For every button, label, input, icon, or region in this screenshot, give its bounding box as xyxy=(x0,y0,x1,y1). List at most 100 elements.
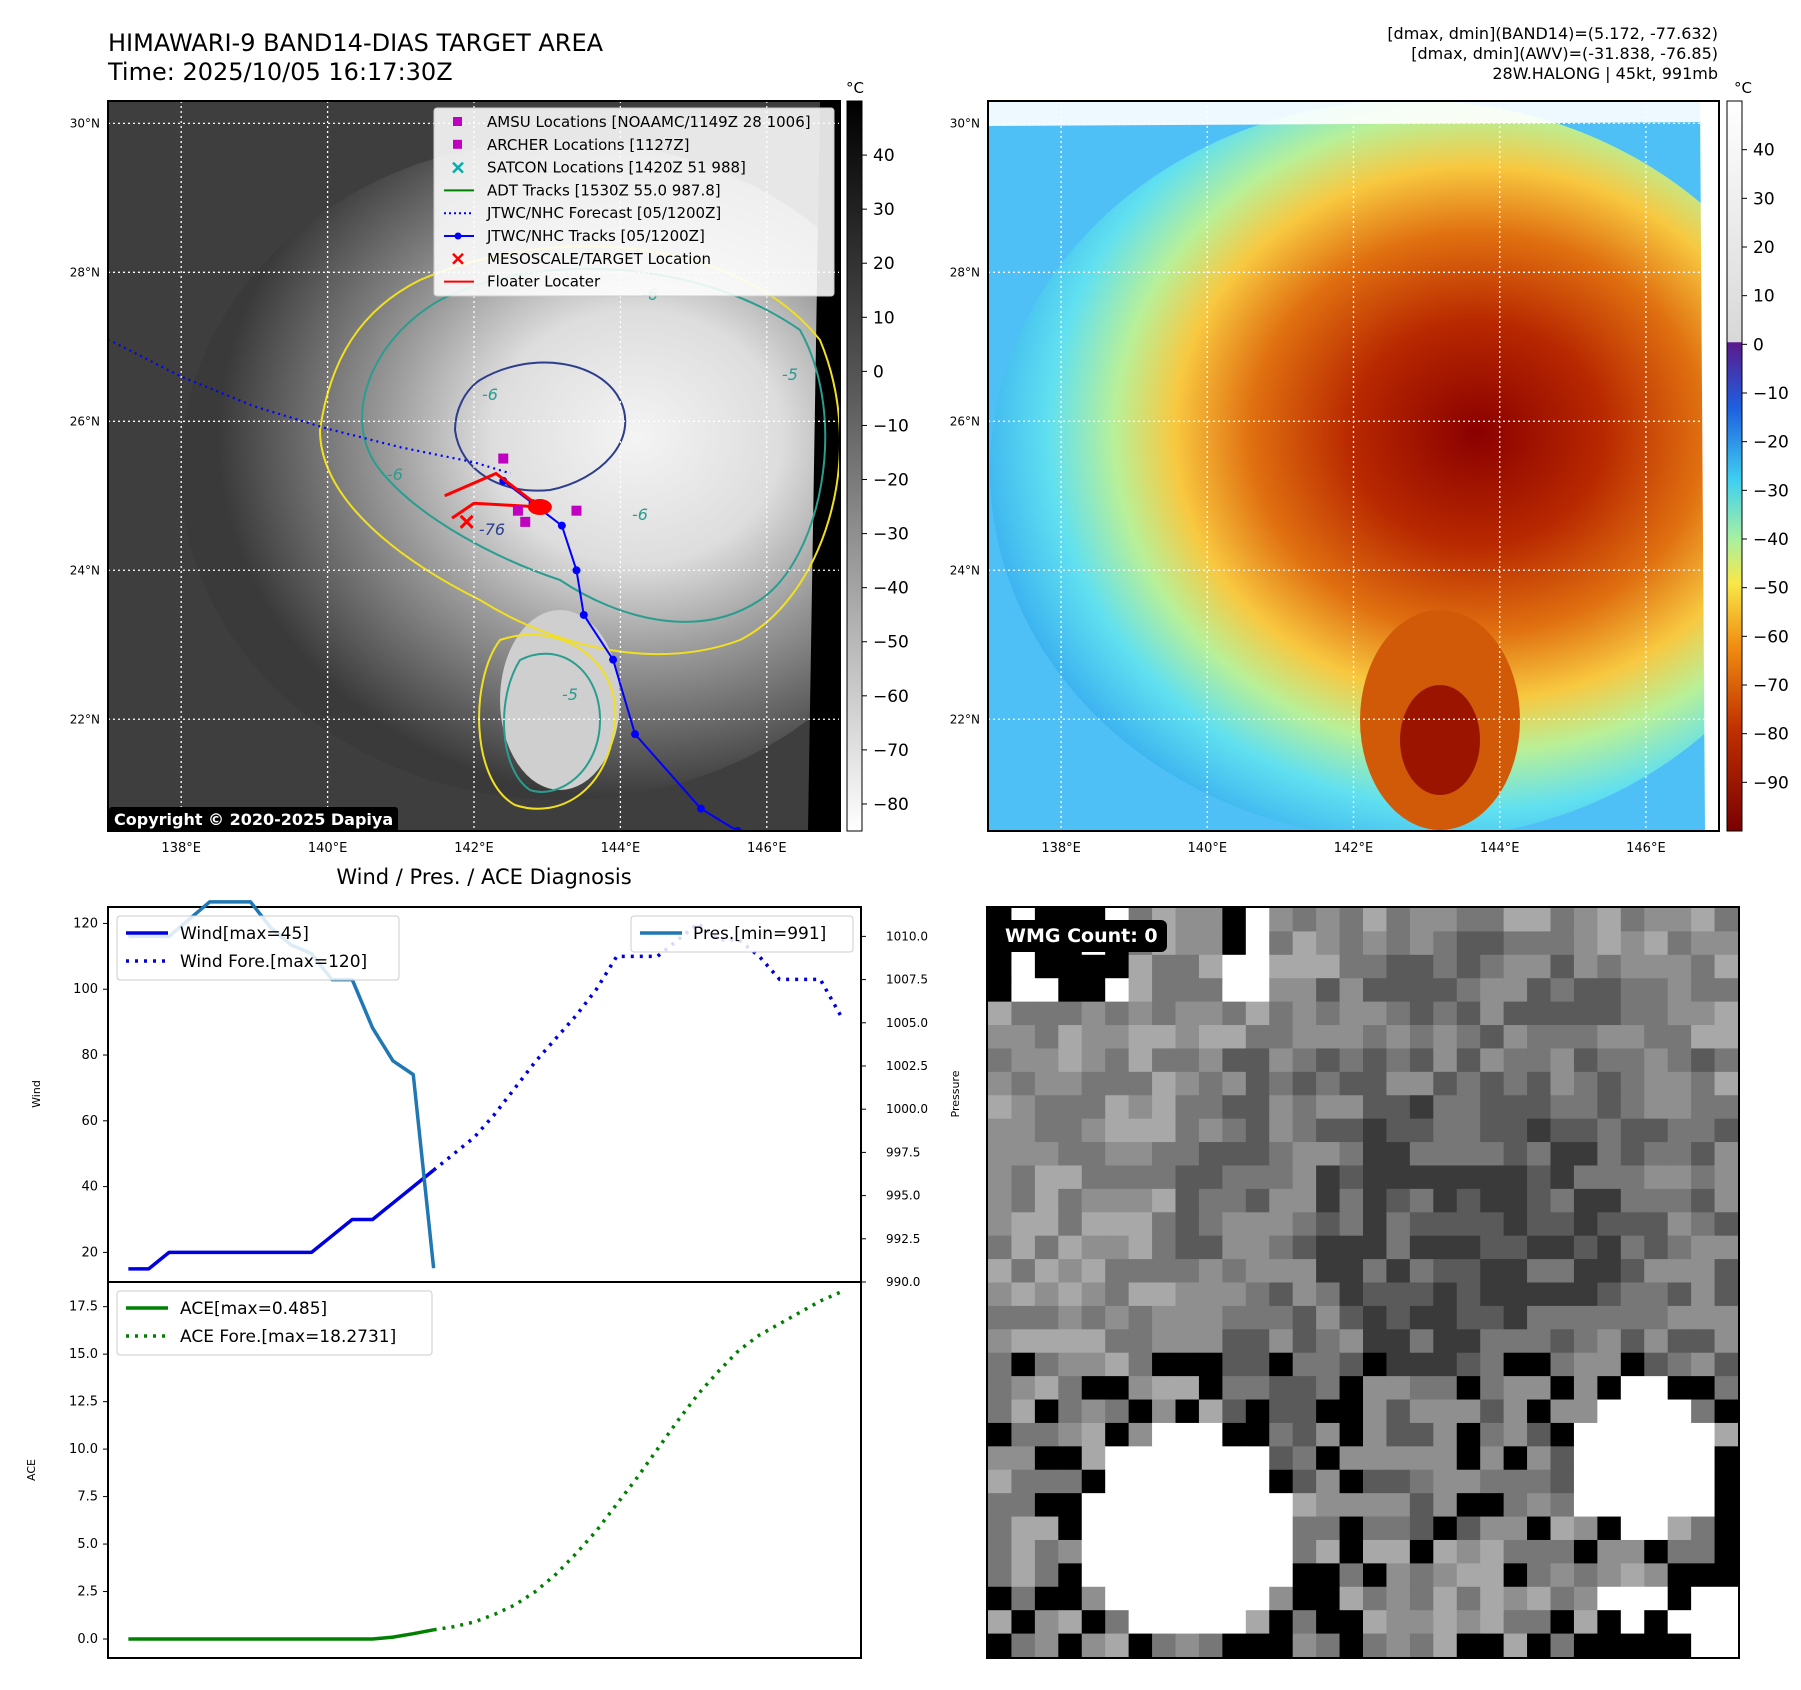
wmg-cell xyxy=(1269,1048,1294,1073)
map-lon-label: 140°E xyxy=(308,841,348,856)
wmg-cell xyxy=(1433,1633,1458,1658)
wmg-cell xyxy=(1175,1188,1200,1213)
wmg-cell xyxy=(1058,1329,1083,1354)
wmg-cell xyxy=(1480,1142,1505,1166)
wmg-cell xyxy=(1527,1539,1551,1564)
wmg-cell xyxy=(1198,1048,1223,1073)
pressure-ytick-label: 990.0 xyxy=(886,1275,920,1289)
contour-label: -6 xyxy=(387,465,403,484)
wmg-cell xyxy=(1597,1305,1622,1330)
wmg-cell xyxy=(1081,1376,1106,1401)
wmg-cell xyxy=(1128,1282,1153,1307)
wmg-cell xyxy=(1527,954,1551,979)
wmg-cell xyxy=(1058,1399,1083,1424)
wmg-cell xyxy=(1363,1071,1387,1096)
wmg-cell xyxy=(1667,1329,1692,1354)
wmg-cell xyxy=(1128,1071,1153,1096)
wmg-cell xyxy=(1620,978,1645,1003)
wmg-cell xyxy=(1058,1516,1083,1541)
color-map-panel xyxy=(988,101,1719,831)
wmg-cell xyxy=(1292,1539,1317,1564)
wmg-cell xyxy=(1644,1025,1669,1049)
wmg-cell xyxy=(1714,1633,1739,1658)
map-lon-label: 142°E xyxy=(454,841,494,856)
wmg-cell xyxy=(1409,1493,1434,1518)
wmg-cell xyxy=(1386,1025,1411,1049)
wmg-cell xyxy=(1058,978,1083,1003)
wmg-cell xyxy=(1573,1071,1598,1096)
wmg-cell xyxy=(988,1376,1012,1401)
wmg-cell xyxy=(1527,908,1551,932)
wmg-cell xyxy=(1175,1352,1200,1377)
wmg-cell xyxy=(1503,1282,1528,1307)
wmg-cell xyxy=(1714,1025,1739,1049)
wmg-cell xyxy=(1152,1212,1176,1237)
wmg-cell xyxy=(1714,1095,1739,1120)
wmg-cell xyxy=(1691,1048,1716,1073)
wmg-cell xyxy=(1198,1586,1223,1611)
ace-legend-label: ACE[max=0.485] xyxy=(180,1299,327,1319)
wmg-cell xyxy=(1620,1422,1645,1447)
wmg-cell xyxy=(1363,1586,1387,1611)
wmg-cell xyxy=(1081,1001,1106,1026)
map-lat-label: 28°N xyxy=(950,265,980,279)
wmg-cell xyxy=(1363,1142,1387,1166)
wmg-cell xyxy=(1433,1282,1458,1307)
wmg-cell xyxy=(1339,1329,1364,1354)
wmg-cell xyxy=(1503,1212,1528,1237)
wmg-cell xyxy=(1339,931,1364,956)
wmg-cell xyxy=(1527,1118,1551,1143)
wmg-cell xyxy=(1597,1118,1622,1143)
wmg-cell xyxy=(1620,931,1645,956)
wmg-cell xyxy=(1105,1001,1130,1026)
wmg-cell xyxy=(988,1165,1012,1190)
wmg-cell xyxy=(1691,1282,1716,1307)
wmg-cell xyxy=(1597,1633,1622,1658)
wmg-cell xyxy=(1480,1305,1505,1330)
wmg-cell xyxy=(1456,1610,1481,1635)
colorbar-color xyxy=(1726,100,1743,832)
wmg-cell xyxy=(1691,1259,1716,1283)
wmg-cell xyxy=(1456,1165,1481,1190)
wmg-cell xyxy=(1386,1071,1411,1096)
best-track-point xyxy=(579,610,588,619)
wmg-cell xyxy=(1667,1563,1692,1588)
wmg-cell xyxy=(1034,1305,1059,1330)
wmg-cell xyxy=(1058,1025,1083,1049)
wmg-cell xyxy=(1503,1001,1528,1026)
wmg-cell xyxy=(1269,1118,1294,1143)
target-x-marker xyxy=(459,514,474,529)
wmg-cell xyxy=(1433,1095,1458,1120)
wmg-cell xyxy=(1620,1563,1645,1588)
wmg-cell xyxy=(1527,1493,1551,1518)
wmg-cell xyxy=(1198,1212,1223,1237)
wmg-cell xyxy=(1503,1422,1528,1447)
wmg-cell xyxy=(1620,1446,1645,1471)
wmg-cell xyxy=(1269,1493,1294,1518)
map-lon-label: 146°E xyxy=(747,841,787,856)
wmg-cell xyxy=(1245,1025,1270,1049)
wmg-cell xyxy=(1480,931,1505,956)
wmg-cell xyxy=(1011,1493,1036,1518)
wmg-cell xyxy=(1269,1469,1294,1494)
wmg-cell xyxy=(1573,1422,1598,1447)
wmg-cell xyxy=(1480,1610,1505,1635)
colorbar-tick-label: −30 xyxy=(1753,481,1789,501)
wmg-cell xyxy=(1691,1422,1716,1447)
wmg-cell xyxy=(1620,1048,1645,1073)
wmg-cell xyxy=(1339,1539,1364,1564)
wmg-cell xyxy=(1480,1212,1505,1237)
wmg-cell xyxy=(1714,1329,1739,1354)
ace-ytick-label: 10.0 xyxy=(69,1442,98,1457)
wmg-cell xyxy=(1011,1235,1036,1260)
wmg-cell xyxy=(1316,1493,1341,1518)
wmg-cell xyxy=(1152,1142,1176,1166)
wmg-cell xyxy=(1339,1633,1364,1658)
wmg-cell xyxy=(1128,1329,1153,1354)
wmg-cell xyxy=(1034,1469,1059,1494)
wmg-cell xyxy=(1456,1305,1481,1330)
wmg-cell xyxy=(1175,1329,1200,1354)
wmg-cell xyxy=(988,954,1012,979)
pressure-ytick-label: 1000.0 xyxy=(886,1102,928,1116)
wmg-cell xyxy=(1573,1001,1598,1026)
